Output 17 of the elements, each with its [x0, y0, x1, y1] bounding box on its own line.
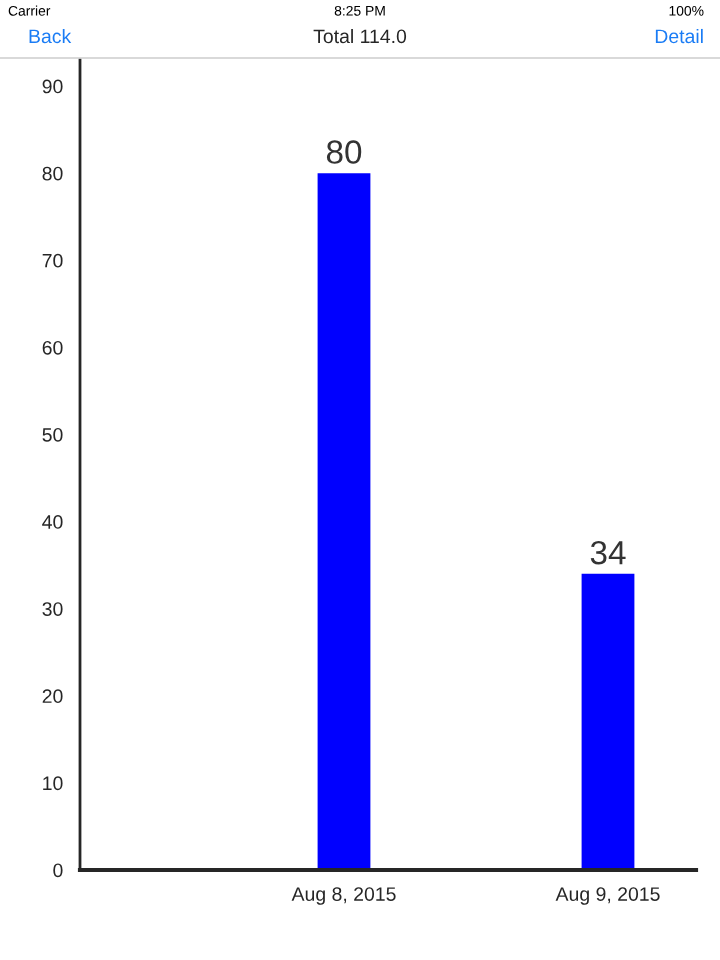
text: Detail — [655, 28, 703, 44]
y-tick-label: 70 — [42, 253, 63, 268]
x-tick-label: Aug 9, 2015 — [555, 887, 660, 905]
y-tick-label: 80 — [42, 166, 63, 181]
data-label: 34 — [590, 540, 626, 565]
y-tick-label: 50 — [42, 427, 63, 442]
y-tick-label: 0 — [53, 863, 63, 878]
y-tick-label: 90 — [42, 79, 63, 94]
y-tick-label: 30 — [42, 602, 63, 616]
y-tick-label: 20 — [42, 689, 63, 704]
y-tick-label: 10 — [43, 776, 63, 791]
data-label: 80 — [326, 140, 362, 164]
y-tick-label: 60 — [42, 340, 63, 355]
chart-title: Total 114.0 — [313, 28, 407, 44]
text: Back — [29, 28, 72, 44]
y-tick-label: 40 — [42, 515, 63, 529]
x-tick-label: Aug 8, 2015 — [291, 887, 396, 905]
